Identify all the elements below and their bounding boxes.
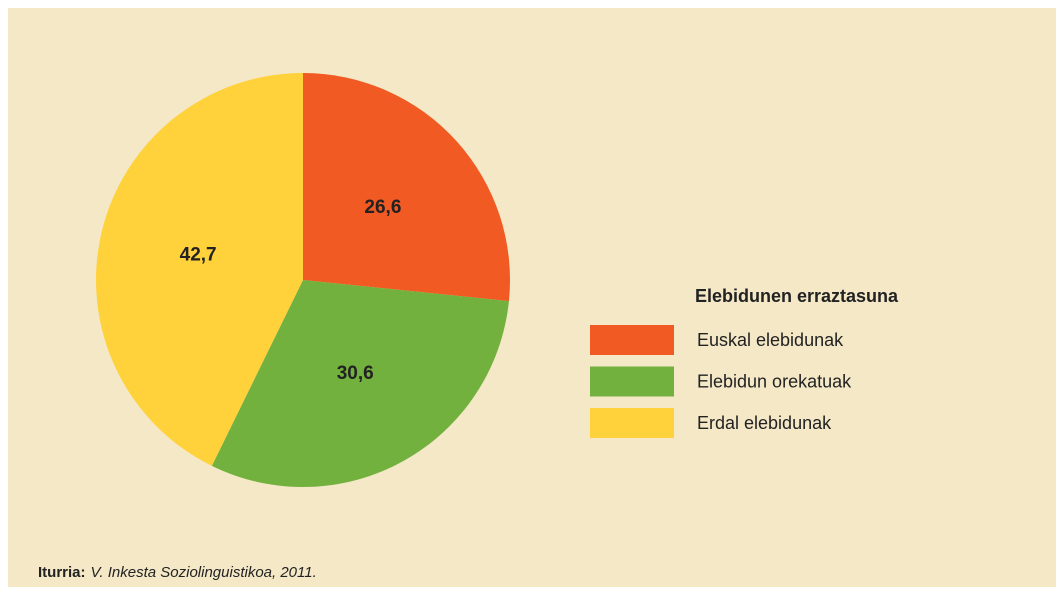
legend-label: Euskal elebidunak [697,330,844,350]
legend-label: Elebidun orekatuak [697,371,852,391]
source: Iturria: V. Inkesta Soziolinguistikoa, 20… [38,564,317,581]
legend-swatch [590,408,674,438]
data-label: 26,6 [364,197,401,218]
legend-swatch [590,366,674,397]
data-label: 30,6 [337,363,374,384]
legend-swatch [590,325,674,355]
pie-slice [96,73,303,466]
pie-slice [303,73,511,302]
pie-slice [211,280,509,487]
data-label: 42,7 [180,245,217,266]
legend-label: Erdal elebidunak [697,413,832,433]
legend-title: Elebidunen erraztasuna [695,286,899,306]
source-label: Iturria: [38,564,86,581]
source-text: V. Inkesta Soziolinguistikoa, 2011. [91,564,317,581]
